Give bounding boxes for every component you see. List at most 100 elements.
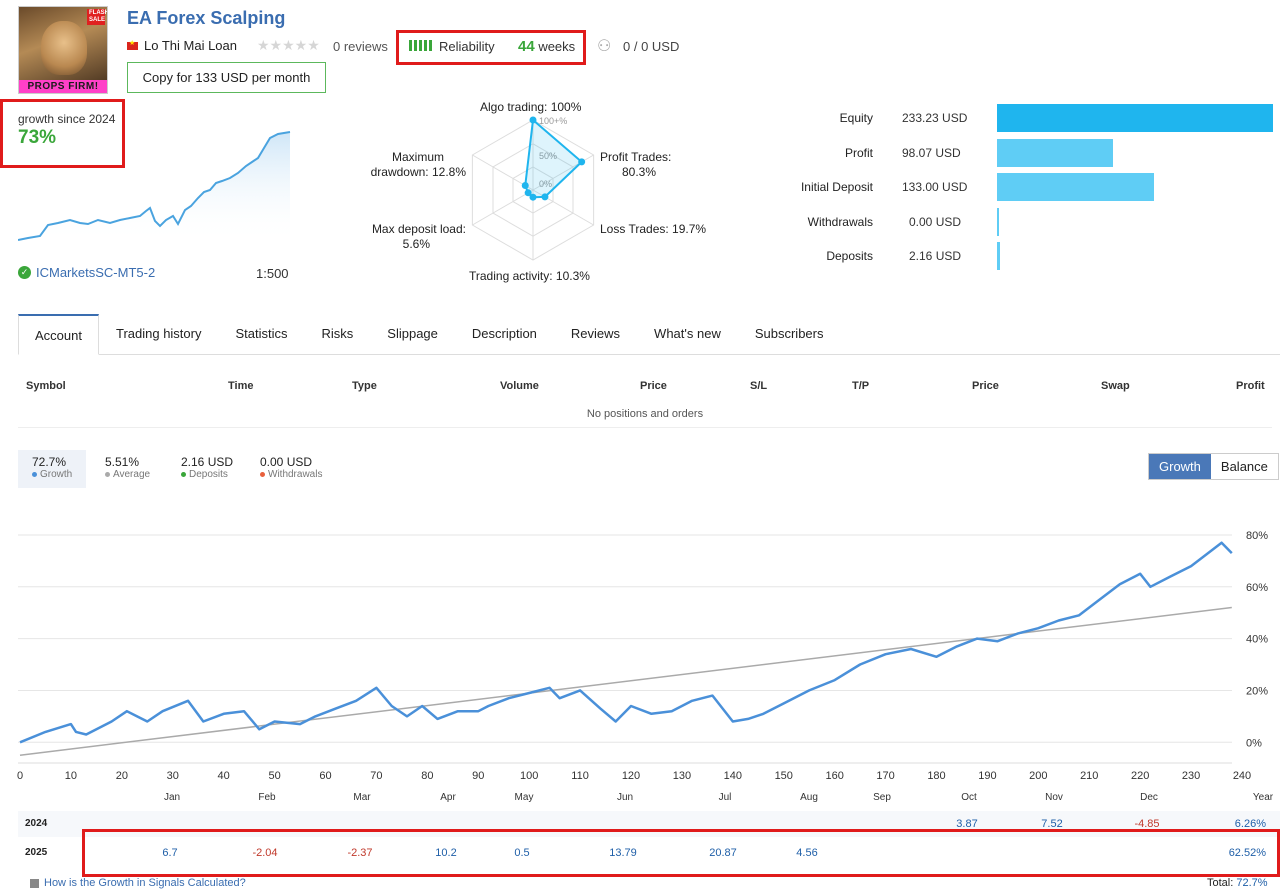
radar-activity-label: Trading activity: 10.3% [469, 269, 590, 283]
x-tick-label: 160 [825, 770, 843, 782]
leverage: 1:500 [256, 266, 289, 281]
x-tick-label: 170 [876, 770, 894, 782]
signal-logo: FLASH SALE PROPS FIRM! [18, 6, 108, 94]
tab-account[interactable]: Account [18, 314, 99, 355]
mini-growth-area [18, 132, 290, 243]
tab-statistics[interactable]: Statistics [235, 326, 288, 341]
balance-bar-3 [997, 208, 999, 236]
radar-deposit-label: Max deposit load: 5.6% [366, 222, 466, 252]
x-tick-label: 40 [218, 770, 230, 782]
x-tick-label: 90 [472, 770, 484, 782]
broker-server[interactable]: ✓ ICMarketsSC-MT5-2 [18, 265, 155, 280]
subscribers-funds: 0 / 0 USD [623, 39, 680, 54]
radar-drawdown-label: Maximum drawdown: 12.8% [366, 150, 466, 180]
x-tick-label: 60 [319, 770, 331, 782]
x-tick-label: 180 [927, 770, 945, 782]
stat-value: 72.7% [32, 455, 67, 469]
tab-reviews[interactable]: Reviews [570, 326, 621, 341]
balance-toggle-button[interactable]: Balance [1210, 454, 1278, 479]
tab-slippage[interactable]: Slippage [387, 326, 438, 341]
logo-band-text: PROPS FIRM! [19, 80, 107, 93]
signal-title[interactable]: EA Forex Scalping [127, 8, 286, 28]
stat-label-text: Deposits [189, 469, 228, 480]
author[interactable]: Lo Thi Mai Loan [127, 38, 237, 53]
radar-point-5 [521, 182, 529, 190]
stat-average[interactable]: 5.51% Average [91, 450, 164, 488]
positions-header-s-l: S/L [750, 380, 768, 392]
x-tick-label: 10 [65, 770, 77, 782]
stat-withdrawals[interactable]: 0.00 USD Withdrawals [246, 450, 336, 488]
x-tick-label: 190 [978, 770, 996, 782]
radar-profit-label-1: Profit Trades: [600, 150, 672, 164]
author-name[interactable]: Lo Thi Mai Loan [144, 38, 237, 53]
reliability-label: Reliability [439, 39, 495, 54]
stat-label-text: Average [113, 469, 151, 480]
tab-risks[interactable]: Risks [321, 326, 354, 341]
divider [18, 427, 1272, 428]
growth-calculation-link[interactable]: How is the Growth in Signals Calculated? [30, 877, 246, 889]
tab-what-s-new[interactable]: What's new [654, 326, 721, 341]
monthly-value: 6.7 [162, 847, 178, 859]
tab-description[interactable]: Description [471, 326, 537, 341]
balance-bar-4 [997, 242, 1000, 270]
balance-value-3: 0.00 USD [909, 215, 962, 229]
monthly-value: 7.52 [1041, 818, 1063, 830]
chart-mode-toggle: Growth Balance [1148, 453, 1279, 480]
stat-growth[interactable]: 72.7% Growth [18, 450, 87, 488]
stat-label: Average [105, 469, 150, 480]
tab-subscribers[interactable]: Subscribers [754, 326, 824, 341]
logo-face-image [41, 21, 87, 75]
weeks-unit: weeks [538, 39, 576, 54]
series-line-growth [19, 541, 1233, 744]
month-label-year: Year [1252, 792, 1274, 803]
verified-shield-icon: ✓ [18, 266, 31, 279]
positions-header-time: Time [228, 380, 254, 392]
growth-toggle-button[interactable]: Growth [1149, 454, 1211, 479]
help-icon [30, 878, 39, 888]
radar-loss-label: Loss Trades: 19.7% [600, 222, 707, 236]
radar-profit-label: Profit Trades: 80.3% [600, 150, 671, 180]
radar-spoke [472, 189, 534, 226]
legend-dot-icon [260, 472, 265, 477]
stat-label-text: Growth [40, 469, 73, 480]
radar-point-3 [529, 193, 537, 201]
tab-trading-history[interactable]: Trading history [115, 326, 202, 341]
positions-header-t-p: T/P [852, 380, 870, 392]
radar-point-1 [578, 158, 586, 166]
monthly-value: 3.87 [956, 818, 978, 830]
radar-deposit-label-2: 5.6% [402, 237, 430, 251]
reviews-count[interactable]: 0 reviews [333, 39, 388, 54]
x-tick-label: 200 [1029, 770, 1047, 782]
broker-name[interactable]: ICMarketsSC-MT5-2 [36, 265, 156, 280]
total-value: 72.7% [1236, 877, 1268, 889]
logo-sale-badge: FLASH SALE [87, 9, 108, 25]
tab-bar: Account Trading history Statistics Risks Sli… [18, 314, 1280, 355]
monthly-value: 4.56 [796, 847, 818, 859]
positions-header-swap: Swap [1101, 380, 1130, 392]
rating-stars-icon: ★★★★★ [257, 37, 320, 53]
weeks-value: 44 [518, 38, 535, 55]
stat-value: 5.51% [105, 455, 140, 469]
legend-dot-icon [181, 472, 186, 477]
mini-growth-line [18, 131, 291, 241]
x-tick-label: 70 [370, 770, 382, 782]
growth-calculation-text[interactable]: How is the Growth in Signals Calculated? [44, 877, 246, 889]
x-tick-label: 220 [1131, 770, 1149, 782]
balance-bar-2 [997, 173, 1155, 201]
copy-subscribe-button[interactable]: Copy for 133 USD per month [127, 62, 326, 93]
x-tick-label: 110 [571, 770, 589, 782]
month-label-nov: Nov [1045, 792, 1063, 803]
growth-since-label: growth since 2024 [18, 112, 116, 126]
radar-drawdown-label-2: drawdown: 12.8% [370, 165, 466, 179]
series-line-average [19, 606, 1232, 756]
positions-header-symbol: Symbol [26, 380, 66, 392]
radar-algo-label: Algo trading: 100% [480, 100, 582, 114]
total-growth: Total: 72.7% [1207, 877, 1268, 889]
x-tick-label: 80 [421, 770, 433, 782]
radar-point-0 [529, 116, 537, 124]
month-label-mar: Mar [353, 792, 371, 803]
y-tick-label: 40% [1246, 634, 1268, 646]
radar-ring-label: 100+% [539, 116, 567, 126]
stat-deposits[interactable]: 2.16 USD Deposits [167, 450, 247, 488]
total-label: Total: [1207, 877, 1234, 889]
